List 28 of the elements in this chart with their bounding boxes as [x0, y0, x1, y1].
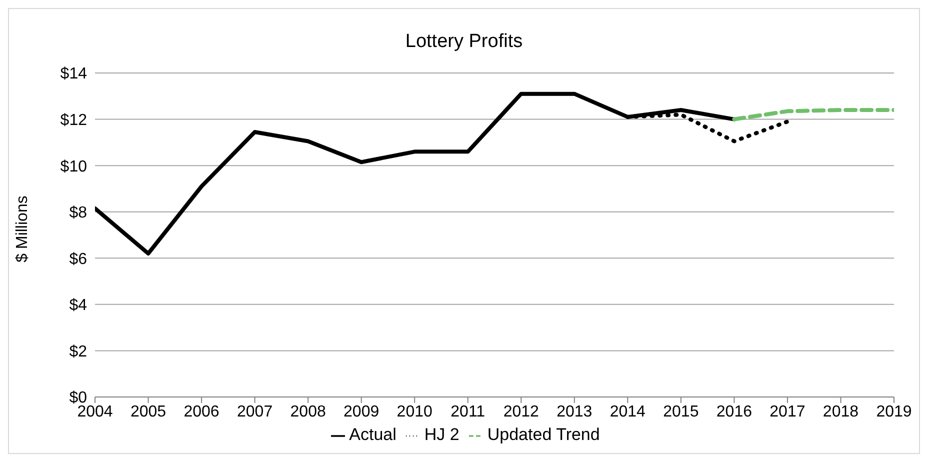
x-tick-label: 2017 — [770, 403, 806, 420]
y-tick-label: $2 — [69, 343, 88, 360]
x-tick-label: 2018 — [822, 403, 859, 420]
x-tick-label: 2004 — [77, 403, 113, 420]
x-tick-label: 2014 — [610, 403, 646, 420]
x-tick-label: 2008 — [290, 403, 326, 420]
x-tick-label: 2011 — [450, 403, 486, 420]
x-tick-label: 2006 — [184, 403, 220, 420]
y-tick-label: $12 — [60, 112, 88, 129]
y-tick-label: $4 — [69, 297, 88, 314]
y-axis-title: $ Millions — [14, 196, 32, 262]
y-tick-label: $8 — [69, 204, 88, 222]
x-tick-label: 2019 — [876, 403, 912, 420]
legend-label: HJ 2 — [424, 425, 460, 444]
y-tick-label: $10 — [60, 158, 88, 176]
y-tick-label: $14 — [60, 66, 88, 83]
x-tick-label: 2016 — [716, 403, 752, 420]
x-tick-label: 2009 — [344, 403, 380, 420]
legend-label: Updated Trend — [487, 425, 600, 444]
x-tick-label: 2012 — [503, 403, 540, 420]
x-tick-label: 2013 — [556, 403, 592, 420]
x-tick-label: 2005 — [130, 403, 166, 420]
y-tick-label: $6 — [69, 250, 88, 268]
legend-label: Actual — [349, 425, 396, 444]
x-tick-label: 2007 — [237, 403, 273, 420]
x-tick-label: 2010 — [396, 403, 432, 420]
chart-title: Lottery Profits — [404, 31, 524, 53]
x-tick-label: 2015 — [663, 403, 699, 420]
